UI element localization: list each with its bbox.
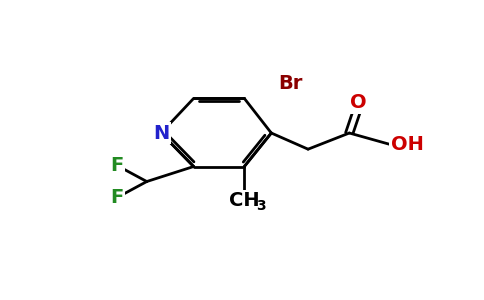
Text: F: F bbox=[110, 156, 123, 175]
Text: N: N bbox=[153, 124, 169, 142]
Text: Br: Br bbox=[278, 74, 302, 93]
Text: F: F bbox=[110, 188, 123, 207]
Text: OH: OH bbox=[391, 135, 424, 154]
Text: CH: CH bbox=[229, 190, 259, 209]
Text: O: O bbox=[350, 94, 367, 112]
Text: 3: 3 bbox=[257, 199, 266, 213]
